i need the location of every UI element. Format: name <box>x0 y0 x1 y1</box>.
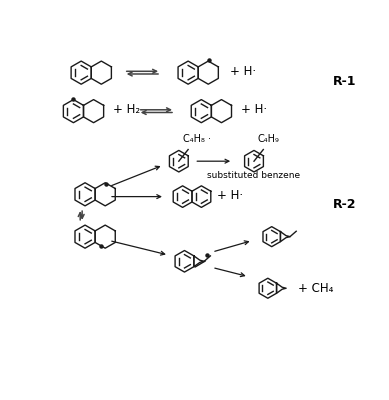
Text: + H·: + H· <box>217 188 243 202</box>
Text: substituted benzene: substituted benzene <box>207 171 300 180</box>
Text: R-2: R-2 <box>333 198 357 211</box>
Text: + H·: + H· <box>241 103 267 116</box>
Text: R-1: R-1 <box>333 75 357 88</box>
Text: C₄H₈ ·: C₄H₈ · <box>183 134 211 144</box>
Text: + H₂: + H₂ <box>113 103 140 116</box>
Text: + H·: + H· <box>230 64 256 78</box>
Text: + CH₄: + CH₄ <box>298 282 333 295</box>
Text: C₄H₉: C₄H₉ <box>258 134 280 144</box>
